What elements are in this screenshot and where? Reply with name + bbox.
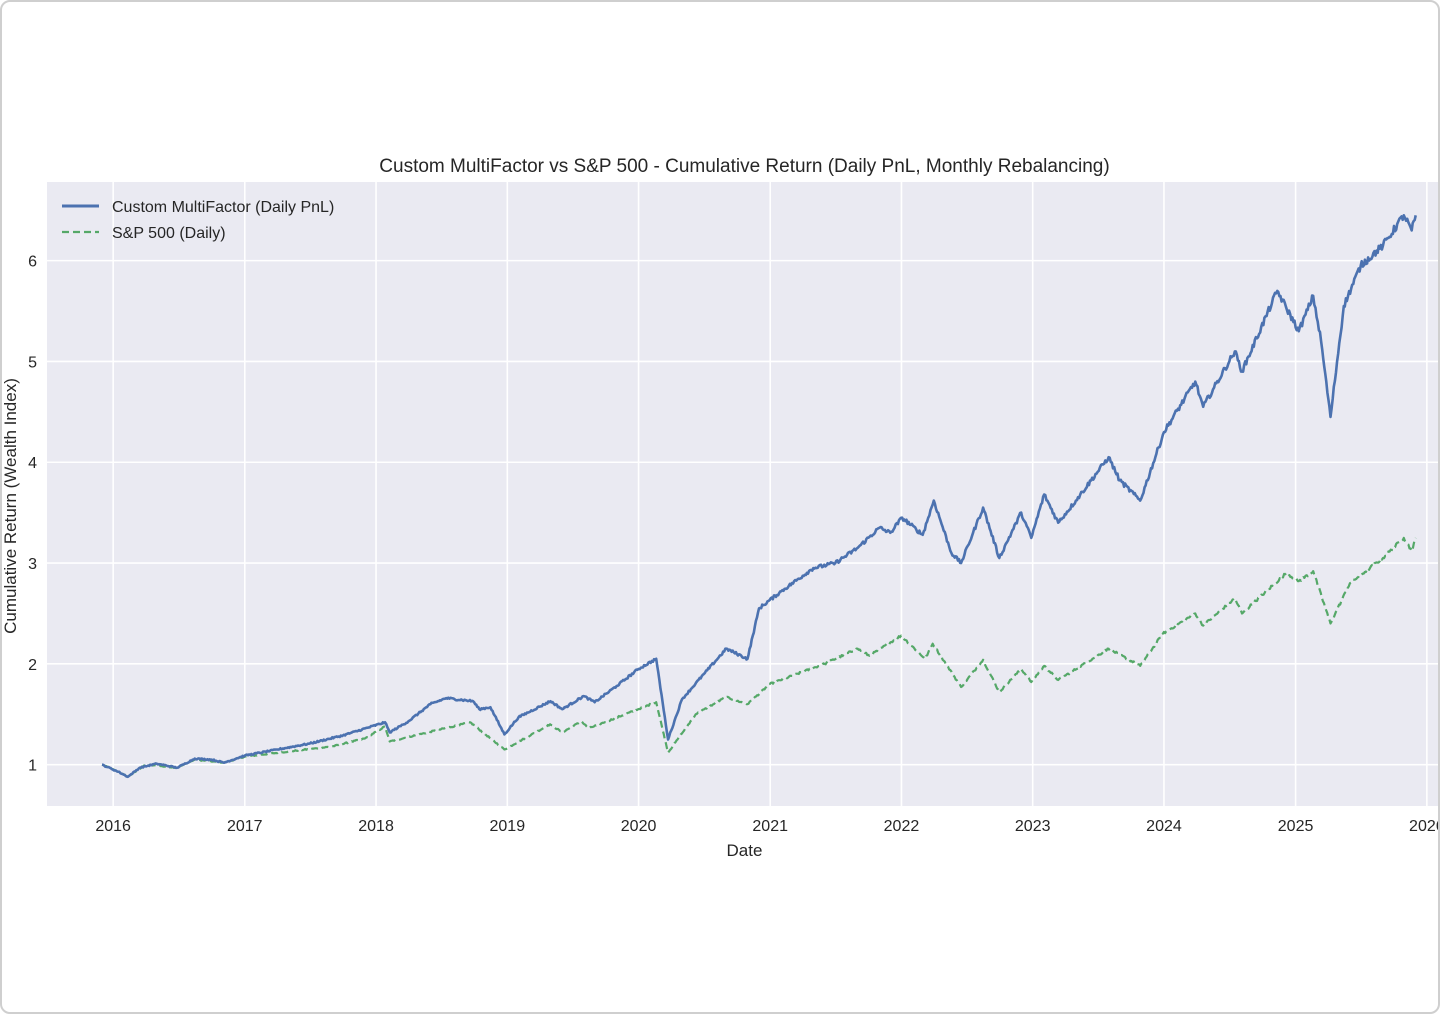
x-tick-label: 2020 [621,818,657,835]
x-tick-label: 2019 [490,818,526,835]
x-tick-label: 2026 [1409,818,1438,835]
y-tick-label: 4 [28,455,37,472]
y-axis-ticks: 1 2 3 4 5 6 [28,254,37,775]
y-tick-label: 6 [28,254,37,271]
x-tick-label: 2016 [95,818,131,835]
x-axis-label: Date [727,841,763,860]
x-tick-label: 2017 [227,818,263,835]
y-axis-label: Cumulative Return (Wealth Index) [2,378,20,634]
series-line-sp500 [101,536,1417,778]
x-tick-label: 2025 [1278,818,1314,835]
grid [47,182,1438,806]
y-tick-label: 5 [28,354,37,371]
y-tick-label: 3 [28,556,37,573]
y-tick-label: 1 [28,758,37,775]
plot-area [47,182,1438,806]
series-line-multifactor [101,214,1417,779]
legend-label-multifactor: Custom MultiFactor (Daily PnL) [112,199,334,216]
x-axis-ticks: 2016 2017 2018 2019 2020 2021 2022 2023 2024 2025… [95,818,1438,835]
x-tick-label: 2024 [1146,818,1182,835]
x-tick-label: 2022 [884,818,920,835]
chart-title: Custom MultiFactor vs S&P 500 - Cumulati… [379,156,1109,177]
y-tick-label: 2 [28,657,37,674]
legend-label-sp500: S&P 500 (Daily) [112,225,226,242]
x-tick-label: 2018 [358,818,394,835]
legend: Custom MultiFactor (Daily PnL) S&P 500 (D… [62,199,334,242]
series-layer [101,214,1417,779]
x-tick-label: 2023 [1015,818,1051,835]
x-tick-label: 2021 [752,818,788,835]
